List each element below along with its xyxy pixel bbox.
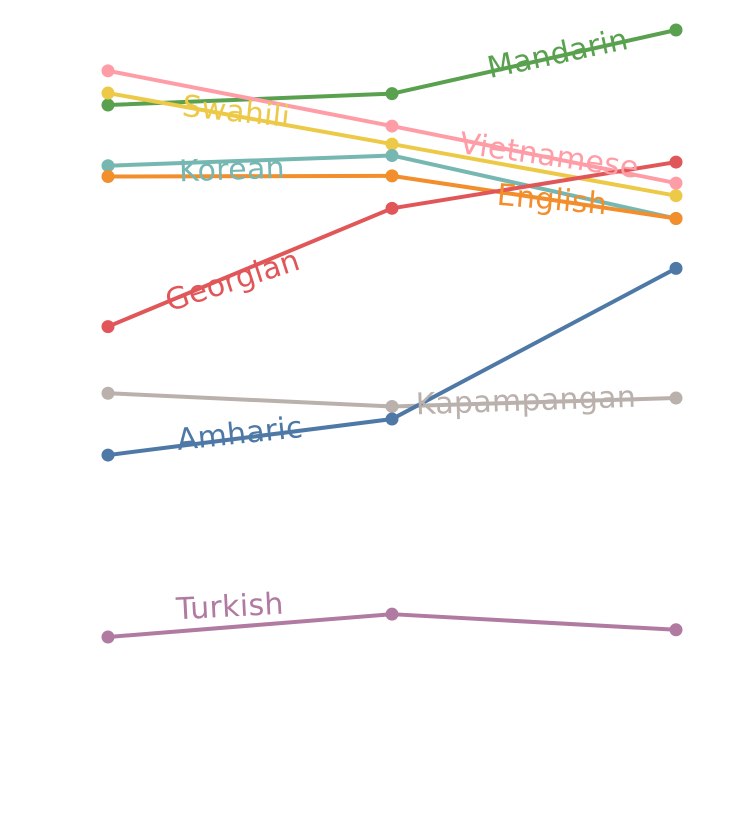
data-point-vietnamese-0 xyxy=(101,64,115,78)
series-label-english: English xyxy=(496,178,609,222)
data-point-kapampangan-0 xyxy=(101,386,115,400)
data-point-georgian-0 xyxy=(101,320,115,334)
data-point-mandarin-1 xyxy=(385,87,399,101)
data-point-kapampangan-2 xyxy=(669,391,683,405)
data-point-turkish-0 xyxy=(101,630,115,644)
data-point-mandarin-0 xyxy=(101,98,115,112)
data-point-swahili-0 xyxy=(101,86,115,100)
series-label-kapampangan: Kapampangan xyxy=(415,380,636,423)
data-point-korean-0 xyxy=(101,159,115,173)
data-point-mandarin-2 xyxy=(669,23,683,37)
data-point-kapampangan-1 xyxy=(385,399,399,413)
data-point-english-0 xyxy=(101,169,115,183)
data-point-english-1 xyxy=(385,169,399,183)
data-point-georgian-2 xyxy=(669,155,683,169)
series-label-georgian: Georgian xyxy=(161,243,304,319)
data-point-vietnamese-2 xyxy=(669,176,683,190)
series-label-amharic: Amharic xyxy=(175,410,304,458)
data-point-korean-1 xyxy=(385,148,399,162)
data-point-swahili-2 xyxy=(669,189,683,203)
data-point-turkish-1 xyxy=(385,607,399,621)
data-point-english-2 xyxy=(669,212,683,226)
data-point-turkish-2 xyxy=(669,623,683,637)
series-points xyxy=(101,23,683,644)
data-point-amharic-2 xyxy=(669,261,683,275)
data-point-amharic-1 xyxy=(385,412,399,426)
data-point-amharic-0 xyxy=(101,448,115,462)
series-label-swahili: Swahili xyxy=(181,89,292,135)
data-point-swahili-1 xyxy=(385,137,399,151)
series-label-turkish: Turkish xyxy=(174,587,284,628)
data-point-georgian-1 xyxy=(385,201,399,215)
data-point-vietnamese-1 xyxy=(385,119,399,133)
series-label-korean: Korean xyxy=(178,151,285,190)
series-label-mandarin: Mandarin xyxy=(484,22,631,86)
